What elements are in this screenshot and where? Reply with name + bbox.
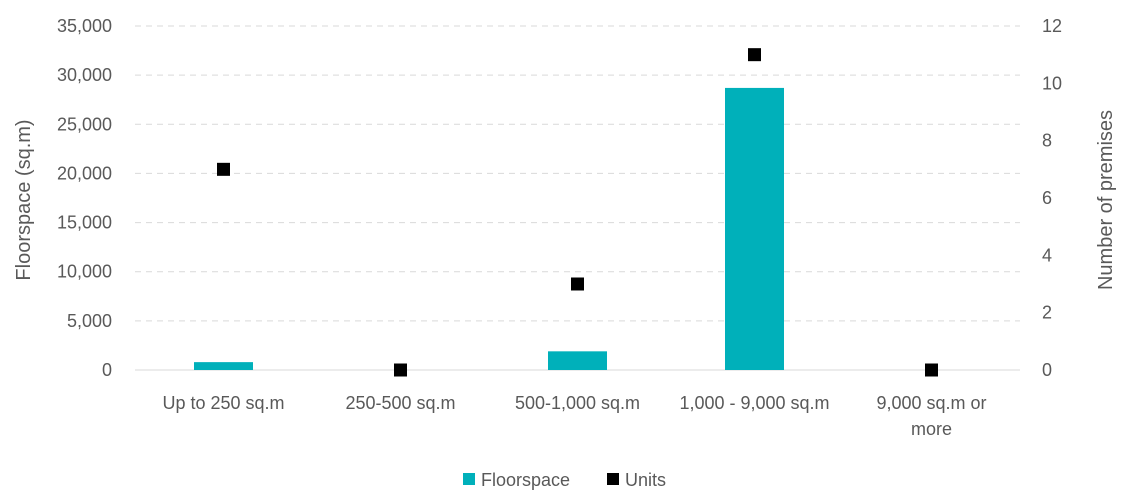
- right-axis-title: Number of premises: [1095, 110, 1117, 290]
- floorspace-bar: [725, 87, 784, 371]
- units-markers: [217, 48, 938, 377]
- units-marker: [925, 363, 938, 377]
- left-tick-label: 35,000: [57, 16, 112, 36]
- category-axis-labels: Up to 250 sq.m 250-500 sq.m 500-1,000 sq.m…: [162, 393, 986, 439]
- units-marker: [571, 277, 584, 291]
- right-tick-label: 8: [1042, 131, 1052, 151]
- right-tick-label: 6: [1042, 188, 1052, 208]
- left-tick-label: 5,000: [67, 311, 112, 331]
- left-axis-title: Floorspace (sq.m): [13, 119, 35, 280]
- units-marker: [748, 48, 761, 62]
- legend-units-label: Units: [625, 470, 666, 490]
- right-tick-label: 4: [1042, 245, 1052, 265]
- gridlines: [135, 25, 1020, 371]
- left-tick-label: 15,000: [57, 213, 112, 233]
- left-tick-label: 25,000: [57, 114, 112, 134]
- category-label: Up to 250 sq.m: [162, 393, 284, 413]
- category-label: 9,000 sq.m or more: [876, 393, 986, 439]
- left-axis-ticks: 0 5,000 10,000 15,000 20,000 25,000 30,000 35,0…: [57, 16, 112, 380]
- legend-floorspace-swatch: [463, 473, 475, 485]
- left-tick-label: 20,000: [57, 163, 112, 183]
- category-label: 1,000 - 9,000 sq.m: [679, 393, 829, 413]
- right-tick-label: 2: [1042, 303, 1052, 323]
- legend: Floorspace Units: [463, 470, 666, 490]
- left-tick-label: 0: [102, 360, 112, 380]
- floorspace-bar: [194, 362, 253, 370]
- legend-units-swatch: [607, 473, 619, 485]
- category-label: 250-500 sq.m: [345, 393, 455, 413]
- right-tick-label: 0: [1042, 360, 1052, 380]
- right-tick-label: 10: [1042, 73, 1062, 93]
- floorspace-bars: [194, 87, 784, 371]
- right-tick-label: 12: [1042, 16, 1062, 36]
- category-label: 500-1,000 sq.m: [515, 393, 640, 413]
- left-tick-label: 10,000: [57, 262, 112, 282]
- units-marker: [217, 162, 230, 176]
- left-tick-label: 30,000: [57, 65, 112, 85]
- units-marker: [394, 363, 407, 377]
- right-axis-ticks: 0 2 4 6 8 10 12: [1042, 16, 1062, 380]
- legend-floorspace-label: Floorspace: [481, 470, 570, 490]
- floorspace-bar: [548, 351, 607, 370]
